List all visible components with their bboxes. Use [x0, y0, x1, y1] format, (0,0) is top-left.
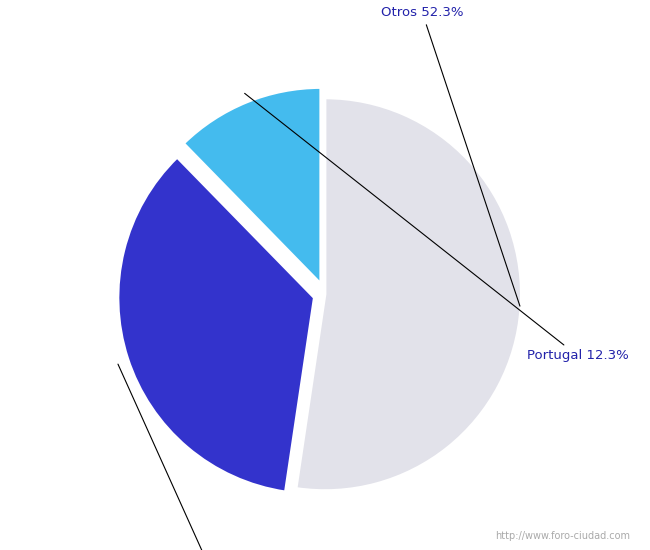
Wedge shape [296, 98, 521, 491]
Text: Portugal 12.3%: Portugal 12.3% [244, 94, 629, 362]
Text: http://www.foro-ciudad.com: http://www.foro-ciudad.com [495, 531, 630, 541]
Text: Otros 52.3%: Otros 52.3% [381, 7, 520, 306]
Text: Francia 35.3%: Francia 35.3% [118, 364, 261, 550]
Wedge shape [183, 87, 320, 284]
Wedge shape [118, 157, 315, 492]
Text: Villalpando - Turistas extranjeros según país - Agosto de 2024: Villalpando - Turistas extranjeros según… [77, 21, 573, 37]
